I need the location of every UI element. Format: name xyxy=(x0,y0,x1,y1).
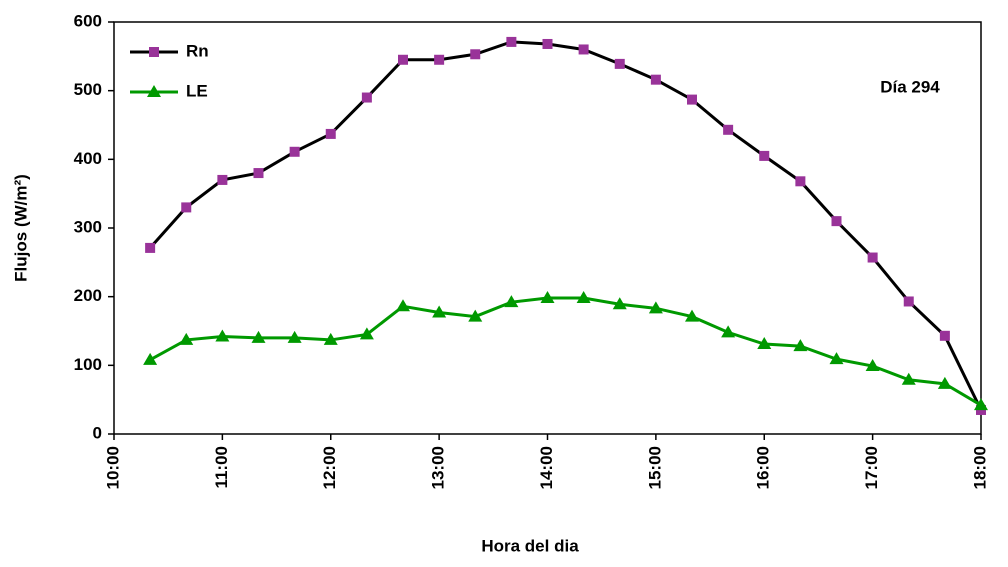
marker xyxy=(576,291,591,304)
marker xyxy=(432,305,447,318)
series-line xyxy=(149,40,983,411)
marker xyxy=(143,352,158,365)
marker xyxy=(903,296,914,307)
x-tick-label: 14:00 xyxy=(537,446,556,489)
marker xyxy=(359,327,374,340)
y-tick-label: 200 xyxy=(74,286,102,305)
marker xyxy=(181,202,192,213)
x-tick-label: 11:00 xyxy=(212,446,231,489)
x-tick-label: 15:00 xyxy=(645,446,664,489)
marker xyxy=(865,359,880,372)
marker xyxy=(147,85,161,97)
marker xyxy=(217,174,228,185)
marker xyxy=(145,242,156,253)
marker xyxy=(253,168,264,179)
x-tick-label: 17:00 xyxy=(862,446,881,489)
y-axis-title: Flujos (W/m²) xyxy=(11,174,30,282)
marker xyxy=(795,176,806,187)
y-tick-label: 0 xyxy=(93,423,102,442)
y-tick-label: 500 xyxy=(74,80,102,99)
marker xyxy=(396,299,410,312)
x-tick-label: 16:00 xyxy=(754,446,773,489)
annotation: Día 294 xyxy=(880,77,940,96)
x-tick-label: 10:00 xyxy=(103,446,122,489)
marker xyxy=(901,372,916,385)
marker xyxy=(179,332,194,345)
marker xyxy=(149,47,159,57)
marker xyxy=(361,92,372,103)
marker xyxy=(542,38,553,49)
plot-frame xyxy=(113,21,982,435)
x-tick-label: 18:00 xyxy=(970,446,989,489)
marker xyxy=(506,36,517,47)
x-axis-title: Hora del dia xyxy=(481,536,579,555)
legend-label: Rn xyxy=(186,41,209,60)
y-tick-label: 100 xyxy=(74,355,102,374)
marker xyxy=(721,325,736,338)
x-tick-label: 12:00 xyxy=(320,446,339,489)
marker xyxy=(398,54,408,65)
marker xyxy=(759,150,770,161)
y-tick-label: 400 xyxy=(74,149,102,168)
marker xyxy=(831,216,842,227)
y-tick-label: 300 xyxy=(74,217,102,236)
series-line xyxy=(149,296,982,407)
marker xyxy=(578,44,589,55)
marker xyxy=(687,94,697,105)
marker xyxy=(251,330,266,343)
marker xyxy=(325,128,336,139)
marker xyxy=(468,309,483,322)
marker xyxy=(289,146,300,157)
marker xyxy=(504,295,519,308)
marker xyxy=(540,291,555,304)
legend-label: LE xyxy=(186,81,208,100)
marker xyxy=(974,398,988,411)
marker xyxy=(215,329,230,342)
marker xyxy=(323,332,338,345)
marker xyxy=(829,352,844,365)
marker xyxy=(685,309,699,322)
marker xyxy=(937,376,952,389)
marker xyxy=(614,58,625,69)
marker xyxy=(793,339,808,352)
marker xyxy=(470,49,481,60)
y-tick-label: 600 xyxy=(74,11,102,30)
marker xyxy=(650,74,661,85)
x-tick-label: 13:00 xyxy=(429,446,448,489)
marker xyxy=(939,330,950,341)
marker xyxy=(723,124,734,135)
marker xyxy=(757,337,772,350)
marker xyxy=(287,330,302,343)
marker xyxy=(434,54,445,65)
marker xyxy=(867,252,878,263)
marker xyxy=(648,301,663,314)
marker xyxy=(612,297,627,310)
